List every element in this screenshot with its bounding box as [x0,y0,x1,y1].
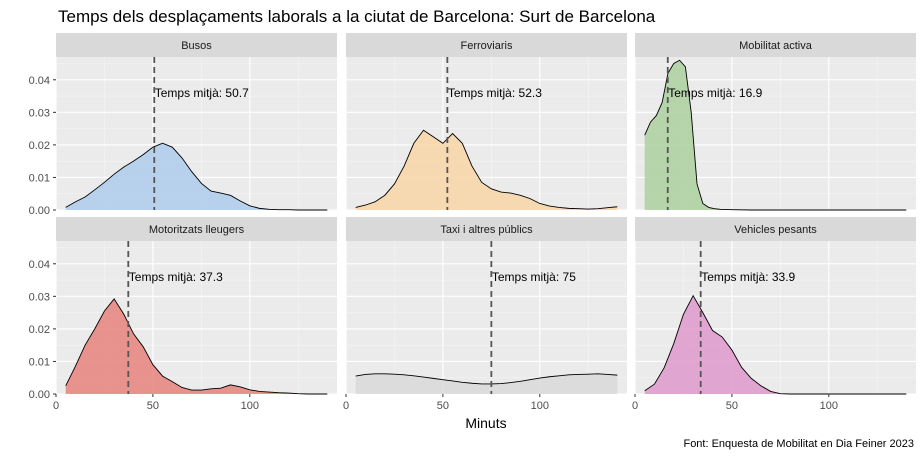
density-curve-vehicles-pesants [644,294,907,395]
x-tick-label: 50 [726,400,738,412]
y-axes: 0.00 0.01 0.02 0.03 0.04 0.00 0.01 0.02 0.03 0.04 [29,75,56,401]
x-tick-label: 100 [531,400,549,412]
strip-label-mobilitat-activa: Mobilitat activa [739,40,813,52]
y-tick-label: 0.01 [29,172,50,184]
x-tick-label: 50 [147,400,159,412]
density-curve-mobilitat-activa [644,59,907,211]
strip-motoritzats-lleugers [56,217,337,241]
x-tick-label: 0 [343,400,349,412]
density-area-busos [65,143,328,210]
panel-mobilitat-activa: Mobilitat activa Temps mitjà: 16.9 [634,33,916,211]
x-tick-label: 0 [632,400,638,412]
x-tick-label: 50 [437,400,449,412]
facet-panels: Busos Temps mitjà: 50.7 Ferroviaris Temps m… [55,33,916,395]
panel-motoritzats-lleugers: Motoritzats lleugers Temps mitjà: 37.3 [55,217,337,395]
strip-label-ferroviaris: Ferroviaris [461,40,513,52]
panel-ferroviaris: Ferroviaris Temps mitjà: 52.3 [345,33,627,211]
density-curve-ferroviaris [355,129,618,210]
strip-taxi-i-altres-publics [346,217,627,241]
strip-mobilitat-activa [635,33,916,57]
density-area-vehicles-pesants [644,295,907,394]
plot-background-taxi-i-altres-publics [346,241,627,394]
y-tick-label: 0.02 [29,324,50,336]
mean-annotation-ferroviaris: Temps mitjà: 52.3 [448,86,542,100]
strip-label-vehicles-pesants: Vehicles pesants [734,224,817,236]
panel-busos: Busos Temps mitjà: 50.7 [55,33,337,211]
mean-annotation-mobilitat-activa: Temps mitjà: 16.9 [668,86,762,100]
x-axes: 0 50 100 0 50 100 0 50 100 [53,394,838,412]
x-tick-label: 0 [53,400,59,412]
mean-annotation-vehicles-pesants: Temps mitjà: 33.9 [701,270,795,284]
y-tick-label: 0.00 [29,205,50,217]
density-curve-motoritzats-lleugers [65,298,328,395]
strip-vehicles-pesants [635,217,916,241]
strip-busos [56,33,337,57]
density-area-ferroviaris [355,130,618,210]
y-tick-label: 0.03 [29,107,50,119]
x-tick-label: 100 [241,400,259,412]
y-tick-label: 0.03 [29,291,50,303]
panel-taxi-i-altres-publics: Taxi i altres públics Temps mitjà: 75 [345,217,627,395]
mean-annotation-busos: Temps mitjà: 50.7 [155,86,249,100]
plot-background-ferroviaris [346,57,627,210]
mean-annotation-motoritzats-lleugers: Temps mitjà: 37.3 [129,270,223,284]
strip-ferroviaris [346,33,627,57]
density-area-motoritzats-lleugers [65,298,328,394]
strip-label-taxi-i-altres-publics: Taxi i altres públics [440,224,533,236]
strip-label-busos: Busos [181,40,212,52]
strip-label-motoritzats-lleugers: Motoritzats lleugers [149,224,245,236]
chart-caption: Font: Enquesta de Mobilitat en Dia Feine… [683,438,914,450]
panel-vehicles-pesants: Vehicles pesants Temps mitjà: 33.9 [634,217,916,395]
density-curve-busos [65,142,328,211]
y-tick-label: 0.04 [29,259,50,271]
x-tick-label: 100 [820,400,838,412]
x-axis-label: Minuts [465,415,506,431]
y-tick-label: 0.04 [29,75,50,87]
y-tick-label: 0.01 [29,356,50,368]
chart-title: Temps dels desplaçaments laborals a la c… [58,7,656,26]
y-tick-label: 0.02 [29,140,50,152]
y-tick-label: 0.00 [29,389,50,401]
density-curve-taxi-i-altres-publics [355,373,618,385]
density-area-mobilitat-activa [644,60,907,211]
mean-annotation-taxi-i-altres-publics: Temps mitjà: 75 [492,270,576,284]
